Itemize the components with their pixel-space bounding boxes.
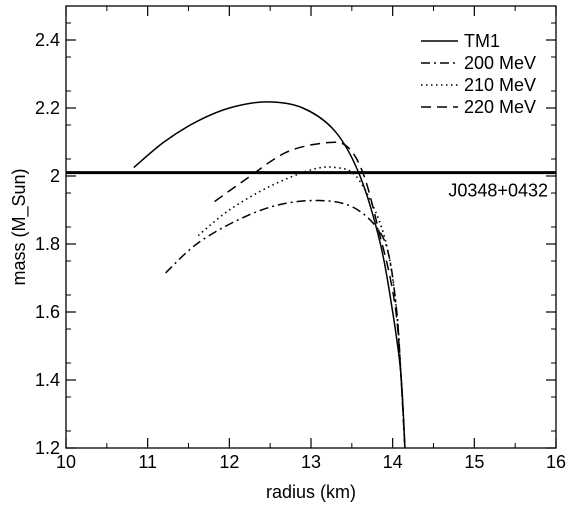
series-line-tm1 bbox=[133, 101, 406, 449]
series-line-220-mev bbox=[214, 141, 406, 449]
x-tick-label: 12 bbox=[219, 452, 239, 472]
y-tick-label: 2 bbox=[50, 166, 60, 186]
series-line-200-mev bbox=[165, 199, 406, 449]
x-ticks: 10 11 12 13 14 15 16 bbox=[56, 6, 566, 472]
x-tick-label: 14 bbox=[383, 452, 403, 472]
y-tick-label: 1.6 bbox=[35, 302, 60, 322]
x-axis-title: radius (km) bbox=[266, 482, 356, 502]
x-tick-label: 10 bbox=[56, 452, 76, 472]
y-tick-label: 1.4 bbox=[35, 370, 60, 390]
reference-line-label: J0348+0432 bbox=[448, 181, 548, 201]
legend-label-200-mev: 200 MeV bbox=[464, 53, 536, 73]
x-tick-label: 15 bbox=[464, 452, 484, 472]
series-line-210-mev bbox=[197, 166, 406, 449]
legend-label-210-mev: 210 MeV bbox=[464, 75, 536, 95]
y-tick-label: 2.2 bbox=[35, 98, 60, 118]
y-ticks: 1.2 1.4 1.6 1.8 2 2.2 2.4 bbox=[35, 22, 556, 458]
y-axis-title: mass (M_Sun) bbox=[9, 168, 30, 285]
y-tick-label: 1.8 bbox=[35, 234, 60, 254]
x-tick-label: 11 bbox=[138, 452, 157, 472]
x-tick-label: 13 bbox=[301, 452, 321, 472]
y-tick-label: 1.2 bbox=[35, 438, 60, 458]
series-layer bbox=[133, 101, 406, 449]
legend-label-tm1: TM1 bbox=[464, 31, 500, 51]
legend-label-220-mev: 220 MeV bbox=[464, 97, 536, 117]
x-tick-label: 16 bbox=[546, 452, 566, 472]
y-tick-label: 2.4 bbox=[35, 30, 60, 50]
